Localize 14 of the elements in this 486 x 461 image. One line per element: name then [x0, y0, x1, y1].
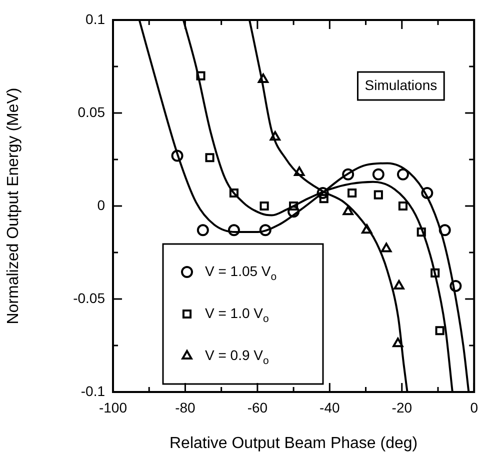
annotation: Simulations	[364, 76, 438, 93]
x-axis-title: Relative Output Beam Phase (deg)	[169, 434, 418, 452]
x-tick-label: -100	[98, 399, 128, 416]
y-tick-label: -0.1	[80, 382, 106, 399]
y-tick-label: 0.1	[86, 10, 106, 27]
y-tick-label: 0.05	[78, 104, 106, 120]
y-tick-label: -0.05	[73, 290, 106, 306]
x-tick-label: -80	[175, 399, 196, 416]
x-tick-label: -40	[320, 399, 340, 416]
y-tick-label: 0	[97, 196, 106, 213]
x-tick-label: 0	[470, 399, 478, 416]
y-axis-title: Normalized Output Energy (MeV)	[5, 88, 22, 324]
x-tick-label: -60	[247, 399, 268, 416]
x-tick-label: -20	[392, 399, 412, 416]
